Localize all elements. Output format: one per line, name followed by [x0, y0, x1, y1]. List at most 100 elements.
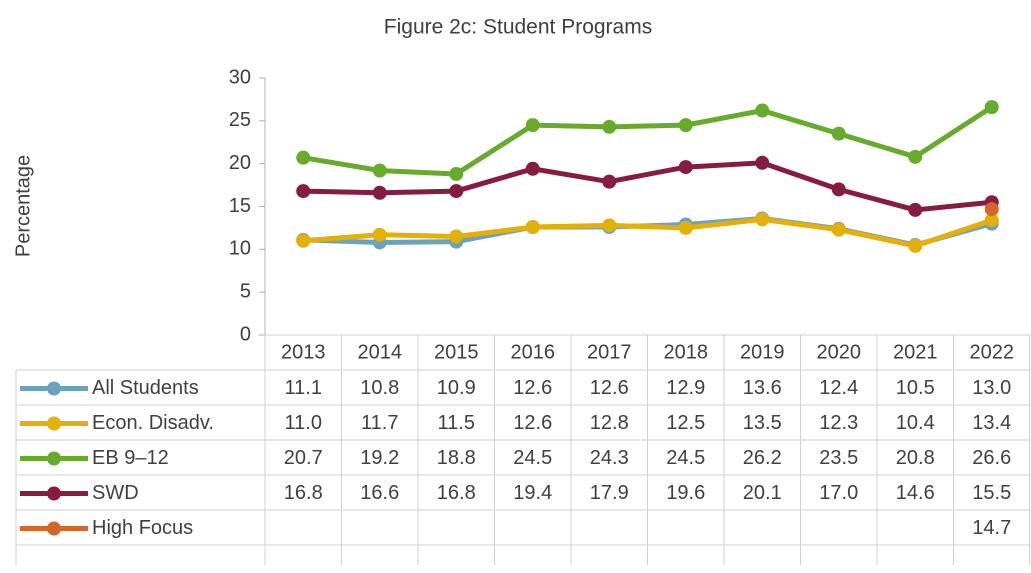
series-marker [908, 238, 923, 253]
legend-marker [47, 451, 61, 466]
table-cell: 11.0 [285, 412, 322, 434]
table-cell: 12.6 [590, 377, 629, 399]
y-tick-label: 10 [229, 238, 251, 260]
table-cell: 20.7 [284, 447, 323, 469]
table-cell: 19.6 [666, 482, 705, 504]
series-marker [831, 126, 846, 141]
series-marker [449, 166, 464, 181]
table-cell: 12.4 [819, 377, 858, 399]
series-marker [296, 150, 311, 165]
table-cell: 10.5 [896, 377, 935, 399]
legend-marker [47, 416, 61, 431]
table-cell: 12.3 [819, 412, 858, 434]
table-cell: 14.6 [896, 482, 935, 504]
table-cell: 24.3 [590, 447, 629, 469]
x-tick-label: 2016 [511, 341, 556, 363]
table-cell: 12.6 [513, 412, 552, 434]
x-tick-label: 2019 [740, 341, 785, 363]
table-cell: 17.9 [590, 482, 629, 504]
series-marker [984, 202, 999, 217]
series-marker [372, 185, 387, 200]
table-cell: 17.0 [819, 482, 858, 504]
table-cell: 11.5 [438, 412, 475, 434]
x-tick-label: 2013 [281, 341, 326, 363]
table-cell: 19.4 [513, 482, 552, 504]
series-marker [525, 161, 540, 176]
series-marker [296, 184, 311, 199]
table-cell: 13.0 [972, 377, 1011, 399]
table-cell: 20.8 [896, 447, 935, 469]
series-marker [831, 182, 846, 197]
table-cell: 18.8 [437, 447, 476, 469]
series-marker [984, 213, 999, 228]
table-cell: 20.1 [743, 482, 782, 504]
table-cell: 15.5 [972, 482, 1011, 504]
table-cell: 16.8 [284, 482, 323, 504]
table-cell: 10.8 [360, 377, 399, 399]
table-cell: 10.4 [896, 412, 935, 434]
series-marker [678, 160, 693, 175]
series-marker [755, 155, 770, 170]
series-line [303, 160, 993, 213]
series-marker [831, 222, 846, 237]
table-cell: 23.5 [819, 447, 858, 469]
legend-label: SWD [92, 482, 139, 504]
series-marker [449, 184, 464, 199]
table-cell: 11.1 [285, 377, 322, 399]
table-cell: 26.2 [743, 447, 782, 469]
series-line [303, 216, 993, 249]
table-cell: 11.7 [361, 412, 398, 434]
y-tick-label: 5 [240, 280, 251, 302]
series-marker [984, 100, 999, 115]
x-tick-label: 2021 [893, 341, 938, 363]
table-cell: 14.7 [972, 517, 1011, 539]
series-marker [449, 229, 464, 244]
y-tick-label: 15 [229, 195, 251, 217]
legend-label: All Students [92, 377, 199, 399]
x-tick-label: 2017 [587, 341, 632, 363]
y-tick-label: 20 [229, 152, 251, 174]
table-cell: 12.6 [513, 377, 552, 399]
x-tick-label: 2015 [434, 341, 479, 363]
legend-label: High Focus [92, 517, 193, 539]
y-tick-label: 0 [240, 323, 251, 345]
series-marker [602, 174, 617, 189]
series-marker [755, 212, 770, 227]
table-cell: 13.5 [743, 412, 782, 434]
legend-marker [47, 486, 61, 501]
x-tick-label: 2014 [358, 341, 403, 363]
series-marker [372, 163, 387, 178]
table-cell: 12.5 [666, 412, 705, 434]
table-cell: 24.5 [513, 447, 552, 469]
table-cell: 24.5 [666, 447, 705, 469]
table-cell: 16.6 [360, 482, 399, 504]
series-marker [908, 149, 923, 164]
table-cell: 19.2 [360, 447, 399, 469]
legend-marker [47, 381, 61, 396]
y-axis-label: Percentage [12, 155, 34, 257]
y-tick-label: 25 [229, 109, 251, 131]
table-cell: 13.4 [972, 412, 1011, 434]
series-marker [678, 220, 693, 235]
y-tick-label: 30 [229, 66, 251, 88]
series-marker [755, 103, 770, 118]
chart-title: Figure 2c: Student Programs [384, 16, 652, 39]
series-marker [525, 118, 540, 133]
x-tick-label: 2022 [970, 341, 1015, 363]
legend-label: EB 9–12 [92, 447, 169, 469]
series-marker [602, 218, 617, 233]
table-cell: 16.8 [437, 482, 476, 504]
series-marker [602, 119, 617, 134]
series-marker [908, 202, 923, 217]
table-cell: 12.8 [590, 412, 629, 434]
x-tick-label: 2018 [664, 341, 709, 363]
series-line [302, 105, 994, 177]
table-cell: 13.6 [743, 377, 782, 399]
series-marker [372, 227, 387, 242]
legend-marker [47, 521, 61, 536]
table-cell: 10.9 [437, 377, 476, 399]
x-tick-label: 2020 [817, 341, 862, 363]
series-marker [678, 118, 693, 133]
legend-label: Econ. Disadv. [92, 412, 214, 434]
